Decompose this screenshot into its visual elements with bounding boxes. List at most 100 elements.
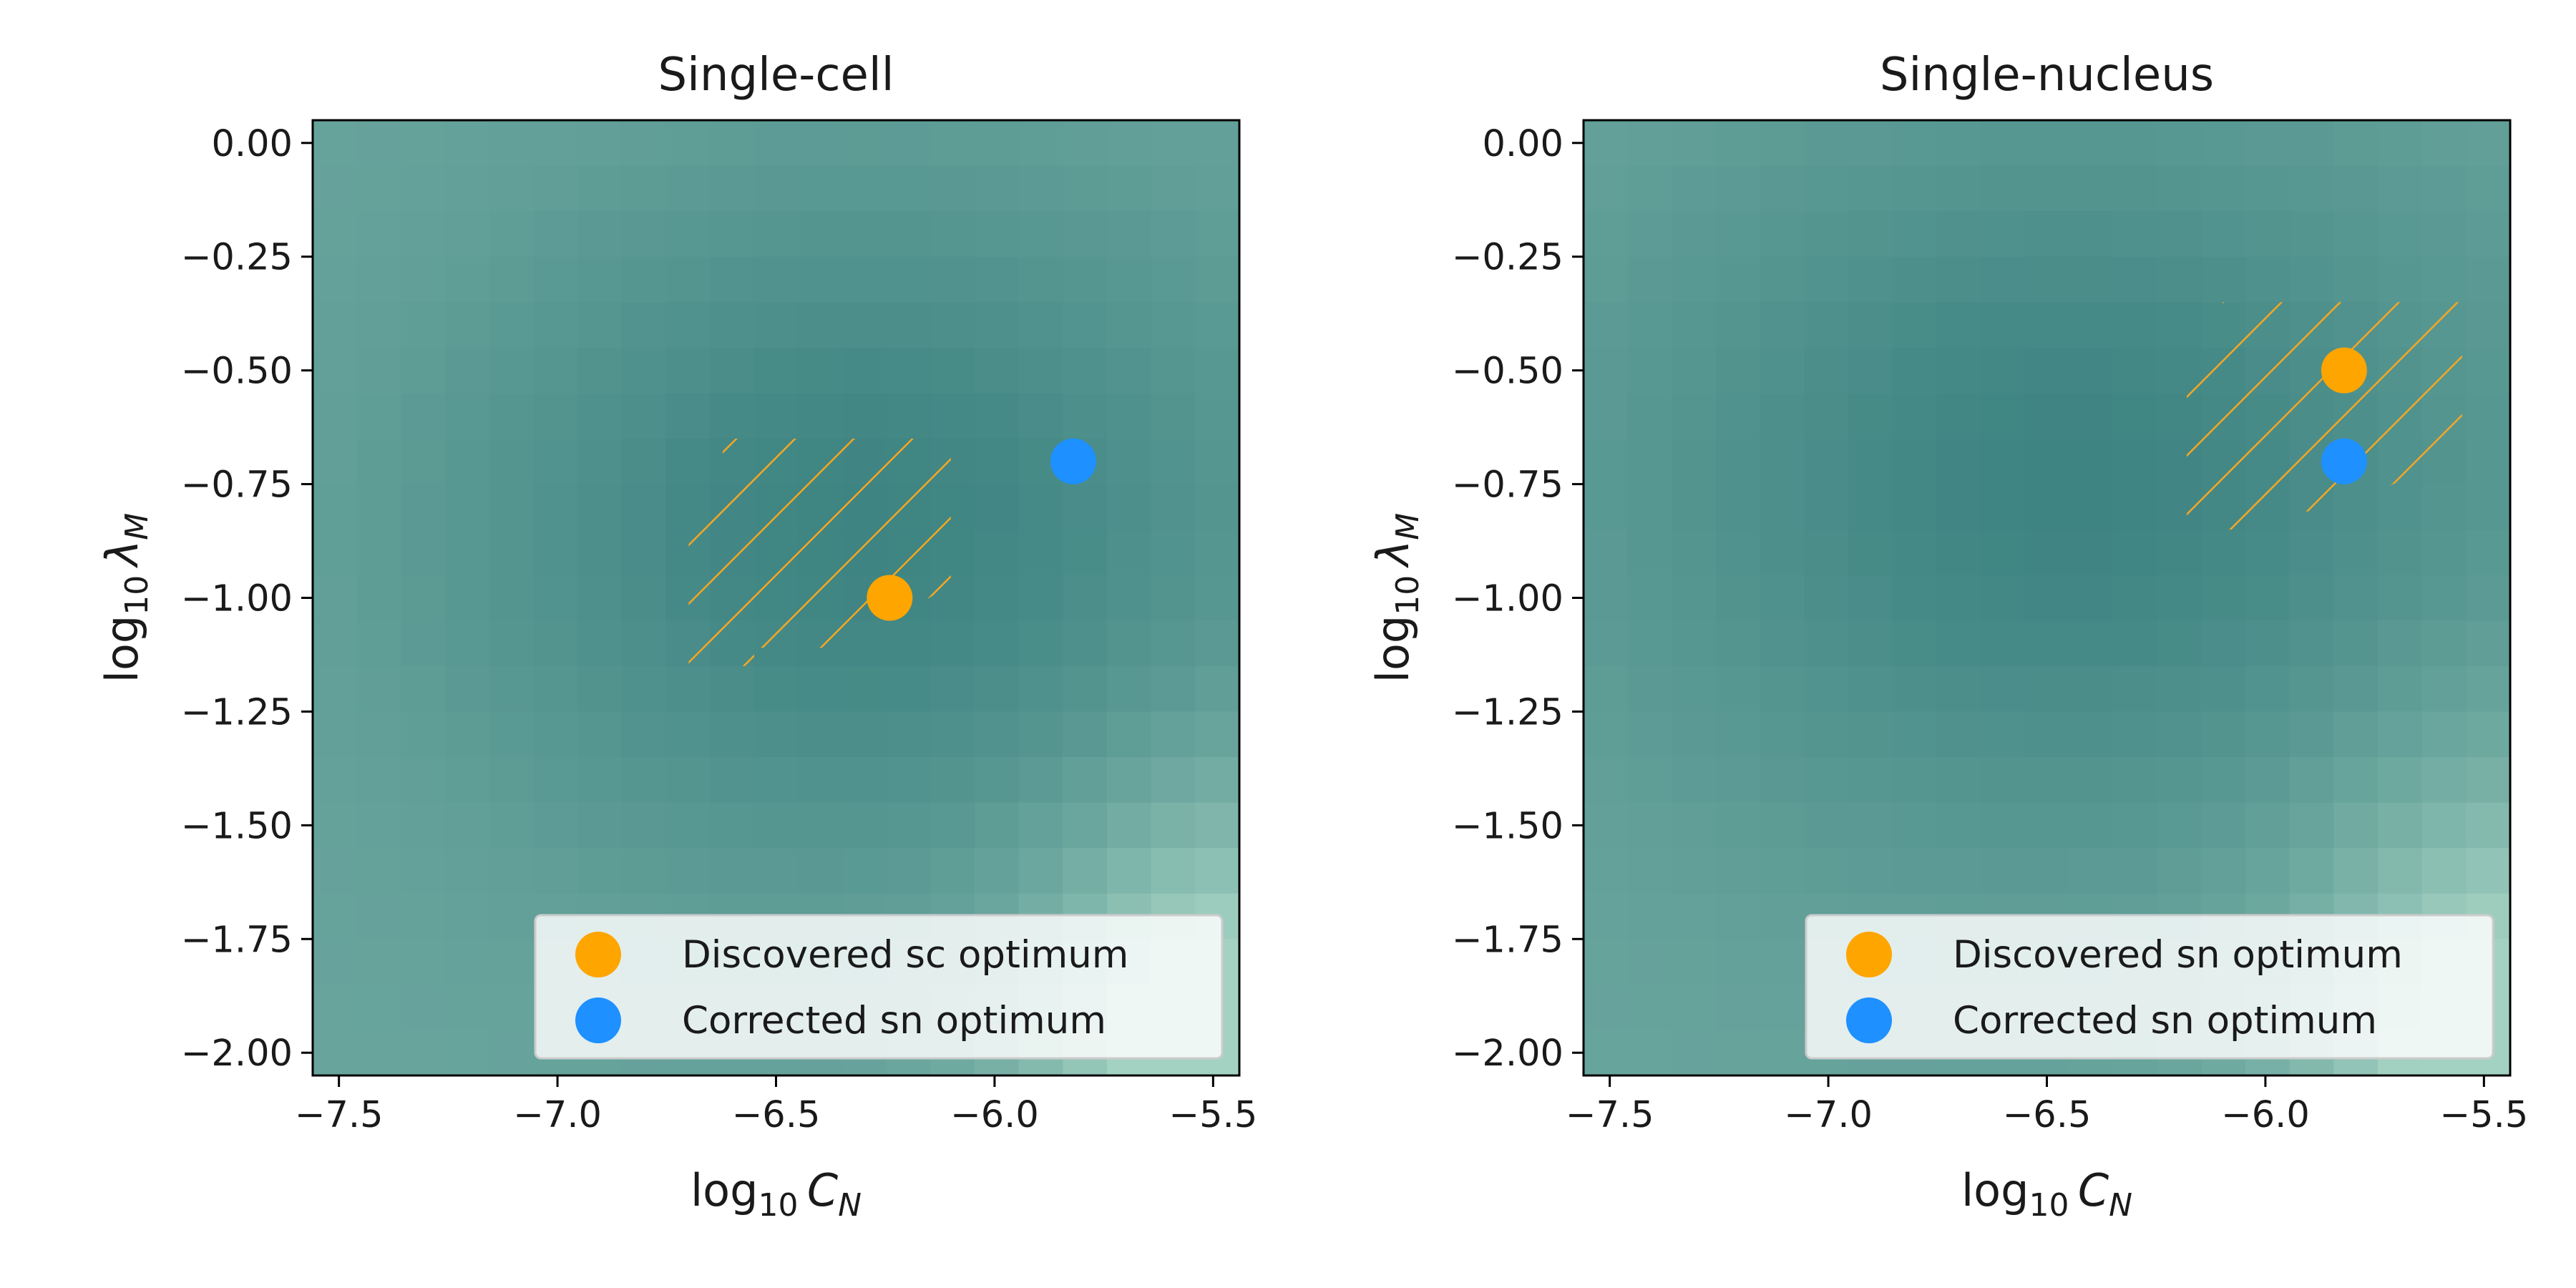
heatmap-cell — [356, 984, 401, 1031]
heatmap-cell — [1018, 211, 1063, 258]
heatmap-cell — [533, 439, 578, 485]
heatmap-cell — [1760, 211, 1805, 258]
heatmap-cell — [1195, 302, 1239, 348]
heatmap-cell — [621, 302, 666, 348]
heatmap-cell — [2421, 484, 2467, 530]
heatmap-cell — [489, 120, 534, 167]
heatmap-cell — [2113, 256, 2158, 303]
heatmap-cell — [1627, 393, 1672, 439]
heatmap-cell — [313, 256, 358, 303]
heatmap-cell — [1716, 439, 1761, 485]
heatmap-cell — [356, 757, 401, 804]
heatmap-cell — [489, 757, 534, 804]
heatmap-cell — [533, 484, 578, 530]
heatmap-cell — [1804, 165, 1849, 212]
heatmap-cell — [1936, 165, 1981, 212]
heatmap-cell — [2466, 848, 2510, 894]
heatmap-cell — [356, 665, 401, 713]
heatmap-cell — [2024, 120, 2069, 167]
heatmap-cell — [930, 711, 975, 758]
heatmap-cell — [886, 802, 931, 849]
legend: Discovered sc optimum Corrected sn optimu… — [534, 914, 1224, 1060]
heatmap-cell — [1151, 211, 1196, 258]
heatmap-cell — [1195, 757, 1239, 804]
heatmap-cell — [1716, 256, 1761, 303]
y-tick-label: −0.75 — [181, 464, 293, 507]
heatmap-cell — [1063, 711, 1108, 758]
heatmap-cell — [1107, 802, 1152, 849]
heatmap-cell — [710, 848, 755, 894]
heatmap-cell — [2289, 665, 2334, 713]
heatmap-cell — [401, 665, 446, 713]
heatmap-cell — [2069, 256, 2114, 303]
heatmap-cell — [1804, 256, 1849, 303]
heatmap-cell — [2421, 120, 2467, 167]
heatmap-cell — [1672, 165, 1717, 212]
heatmap-cell — [2113, 120, 2158, 167]
heatmap-cell — [445, 393, 490, 439]
heatmap-cell — [356, 802, 401, 849]
heatmap-cell — [313, 802, 358, 849]
heatmap-cell — [2069, 665, 2114, 713]
heatmap-cell — [2378, 575, 2423, 621]
heatmap-cell — [1584, 484, 1629, 530]
heatmap-cell — [445, 484, 490, 530]
heatmap-cell — [798, 302, 843, 348]
heatmap-cell — [2024, 347, 2069, 394]
heatmap-cell — [2378, 211, 2423, 258]
heatmap-cell — [710, 165, 755, 212]
heatmap-cell — [1981, 530, 2026, 576]
heatmap-cell — [577, 665, 623, 713]
heatmap-cell — [2113, 530, 2158, 576]
heatmap-cell — [1981, 256, 2026, 303]
heatmap-cell — [533, 120, 578, 167]
heatmap-cell — [401, 620, 446, 667]
heatmap-cell — [1063, 120, 1108, 167]
heatmap-cell — [1627, 302, 1672, 348]
heatmap-cell — [621, 393, 666, 439]
heatmap-cell — [1981, 165, 2026, 212]
heatmap-cell — [1716, 211, 1761, 258]
x-tick-label: −6.0 — [2221, 1094, 2310, 1136]
heatmap-cell — [1627, 211, 1672, 258]
heatmap-cell — [1760, 165, 1805, 212]
heatmap-cell — [1018, 530, 1063, 576]
heatmap-cell — [975, 393, 1020, 439]
heatmap-cell — [2024, 165, 2069, 212]
heatmap-cell — [445, 439, 490, 485]
heatmap-cell — [1584, 984, 1629, 1031]
heatmap-cell — [1627, 939, 1672, 985]
heatmap-cell — [313, 757, 358, 804]
heatmap-cell — [1627, 165, 1672, 212]
heatmap-cell — [1627, 347, 1672, 394]
heatmap-cell — [2201, 120, 2246, 167]
heatmap-cell — [2333, 711, 2379, 758]
heatmap-cell — [798, 757, 843, 804]
heatmap-cell — [1195, 256, 1239, 303]
heatmap-cell — [2157, 120, 2202, 167]
heatmap-cell — [753, 165, 799, 212]
heatmap-cell — [1936, 347, 1981, 394]
heatmap-cell — [1672, 939, 1717, 985]
heatmap-cell — [401, 530, 446, 576]
heatmap-cell — [2157, 165, 2202, 212]
heatmap-cell — [533, 711, 578, 758]
heatmap-cell — [401, 302, 446, 348]
heatmap-cell — [577, 120, 623, 167]
heatmap-cell — [1018, 802, 1063, 849]
heatmap-cell — [1151, 256, 1196, 303]
heatmap-cell — [2069, 757, 2114, 804]
legend-entry: Corrected sn optimum — [682, 999, 1106, 1043]
heatmap-cell — [1848, 165, 1893, 212]
heatmap-cell — [1018, 575, 1063, 621]
heatmap-cell — [2245, 120, 2290, 167]
heatmap-cell — [2466, 393, 2510, 439]
heatmap-cell — [753, 256, 799, 303]
heatmap-cell — [2113, 665, 2158, 713]
heatmap-cell — [445, 302, 490, 348]
heatmap-cell — [1716, 620, 1761, 667]
heatmap-cell — [489, 530, 534, 576]
heatmap-cell — [401, 120, 446, 167]
heatmap-cell — [1627, 620, 1672, 667]
panel-1: Single-cell −7.5 −7.0 −6.5 −6.0 −5.5 0.00 −0.25… — [96, 49, 1257, 1224]
